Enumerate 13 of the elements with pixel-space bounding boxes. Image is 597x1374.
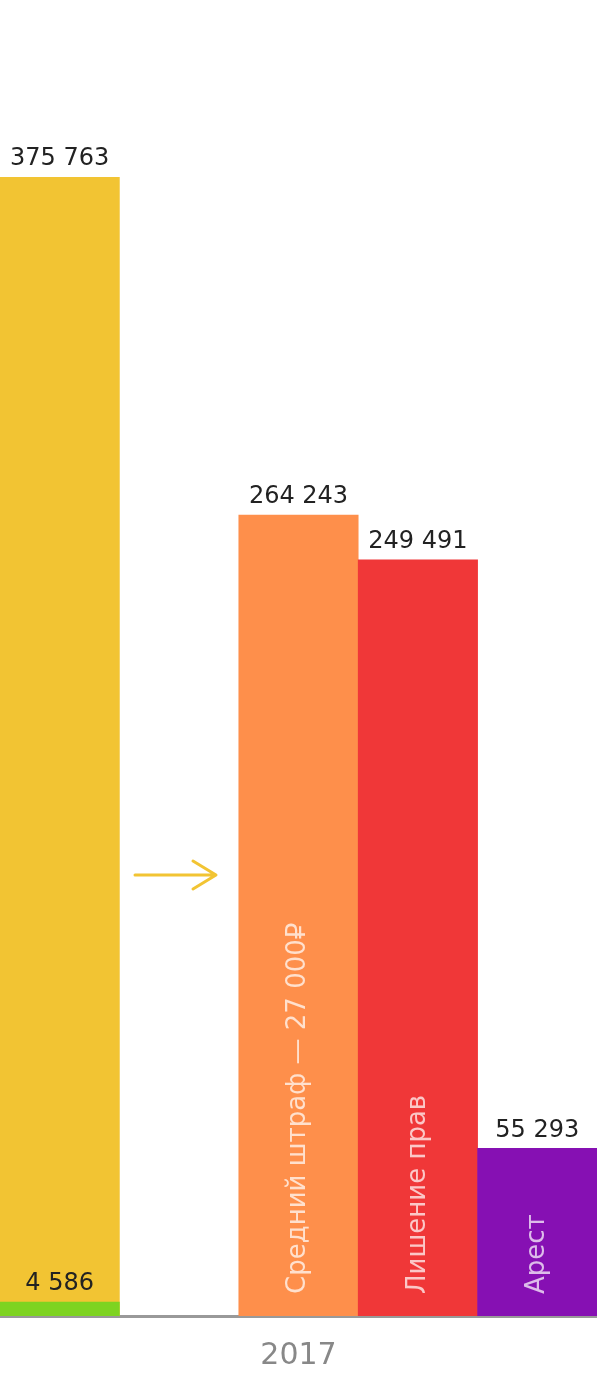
data-label: 375 763	[10, 143, 110, 172]
bar	[238, 514, 359, 1316]
x-tick-label: Лишение прав	[400, 1094, 431, 1294]
data-label: 264 243	[248, 481, 349, 510]
x-tick-label: Арест	[520, 1214, 551, 1294]
data-label: 4 586	[25, 1268, 95, 1297]
data-label: 55 293	[495, 1114, 580, 1143]
bar	[357, 559, 478, 1316]
x-axis-title: 2017	[260, 1335, 337, 1371]
x-tick-label: Средний штраф — 27 000₽	[281, 922, 312, 1294]
bar	[477, 1148, 597, 1316]
bar	[0, 1301, 120, 1316]
data-label: 249 491	[368, 525, 468, 554]
